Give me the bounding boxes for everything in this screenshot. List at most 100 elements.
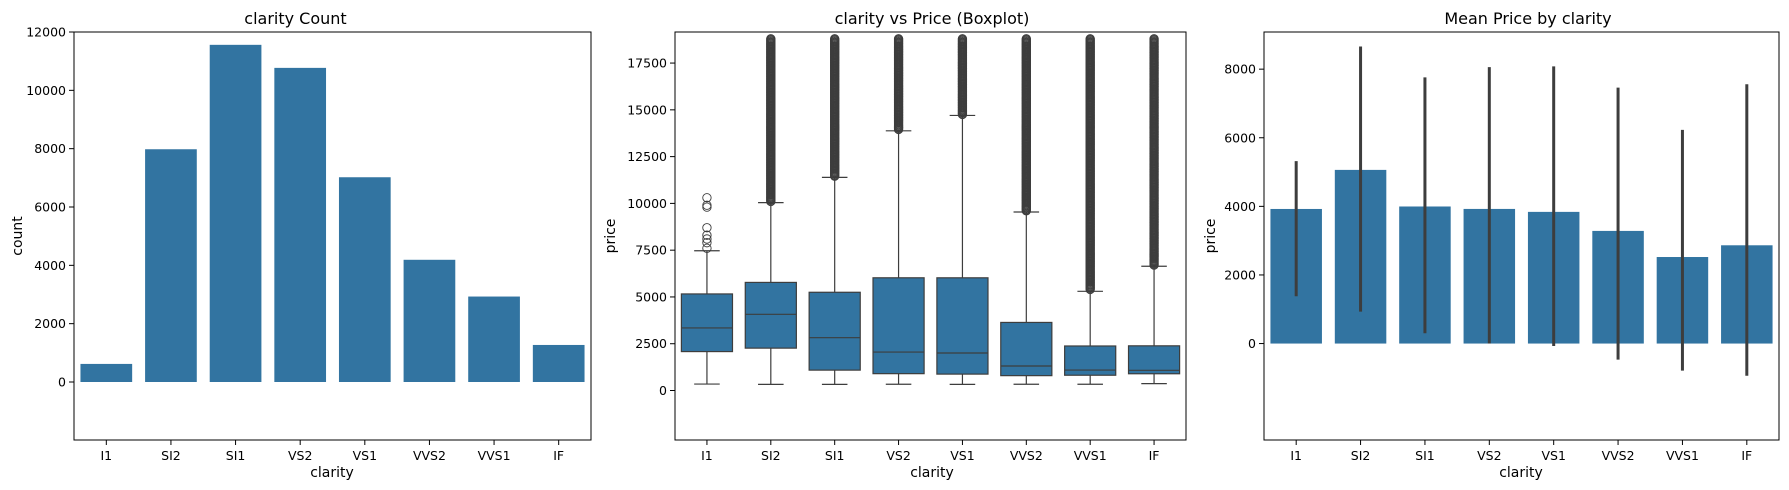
x-tick-label: VS2 bbox=[1477, 448, 1501, 463]
chart-title: clarity vs Price (Boxplot) bbox=[835, 9, 1030, 28]
x-tick-label: IF bbox=[553, 448, 564, 463]
x-tick-label: VS2 bbox=[886, 448, 910, 463]
outlier-point bbox=[1021, 34, 1031, 44]
bar bbox=[338, 177, 391, 382]
box bbox=[1127, 345, 1181, 375]
y-tick-label: 17500 bbox=[627, 56, 667, 71]
y-tick-label: 2500 bbox=[635, 336, 667, 351]
box bbox=[872, 277, 925, 375]
outlier-point bbox=[702, 200, 712, 210]
y-tick-label: 8000 bbox=[1224, 62, 1256, 77]
box bbox=[808, 291, 861, 371]
x-tick-label: VVS2 bbox=[1010, 448, 1043, 463]
y-tick-label: 0 bbox=[1248, 336, 1256, 351]
y-tick-label: 4000 bbox=[1224, 199, 1256, 214]
boxes-layer bbox=[680, 34, 1181, 386]
x-tick-label: SI2 bbox=[761, 448, 781, 463]
bar bbox=[403, 259, 456, 382]
x-ticks: I1 SI2 SI1 VS2 VS1 VVS2 VVS1 IF bbox=[1290, 440, 1752, 463]
outlier-point bbox=[1149, 34, 1159, 44]
x-tick-label: SI2 bbox=[1351, 448, 1371, 463]
plot-frame bbox=[73, 31, 592, 441]
outlier-point bbox=[830, 34, 840, 44]
x-ticks: I1 SI2 SI1 VS2 VS1 VVS2 VVS1 IF bbox=[701, 440, 1160, 463]
y-tick-label: 8000 bbox=[34, 141, 66, 156]
chart-title: clarity Count bbox=[244, 9, 346, 28]
y-axis-label: count bbox=[10, 216, 26, 256]
y-tick-label: 5000 bbox=[635, 289, 667, 304]
x-tick-label: VS2 bbox=[288, 448, 312, 463]
bar bbox=[274, 67, 327, 382]
x-tick-label: IF bbox=[1741, 448, 1752, 463]
plot-frame bbox=[674, 31, 1187, 441]
x-axis-label: clarity bbox=[310, 465, 354, 481]
y-tick-label: 12500 bbox=[627, 149, 667, 164]
outlier-point bbox=[766, 34, 776, 44]
x-tick-label: VS1 bbox=[950, 448, 974, 463]
bar bbox=[209, 44, 262, 382]
outlier-point bbox=[957, 34, 968, 44]
y-tick-label: 0 bbox=[58, 375, 66, 390]
box bbox=[744, 281, 797, 349]
x-tick-label: VVS2 bbox=[413, 448, 446, 463]
x-axis-label: clarity bbox=[910, 465, 954, 481]
bar bbox=[532, 344, 585, 382]
y-ticks: 0 2000 4000 6000 8000 10000 12000 bbox=[26, 25, 74, 390]
box bbox=[1064, 345, 1117, 376]
panel-clarity-count: clarity Count 0 2000 4000 6000 8000 10000 1200… bbox=[10, 9, 592, 481]
y-tick-label: 6000 bbox=[1224, 130, 1256, 145]
x-tick-label: VVS1 bbox=[1074, 448, 1107, 463]
y-tick-label: 2000 bbox=[1224, 267, 1256, 282]
y-tick-label: 7500 bbox=[635, 243, 667, 258]
bar bbox=[80, 363, 133, 382]
outlier-point bbox=[702, 223, 712, 233]
x-tick-label: VVS1 bbox=[478, 448, 511, 463]
x-axis-label: clarity bbox=[1499, 465, 1543, 481]
outlier-point bbox=[702, 234, 712, 244]
y-tick-label: 10000 bbox=[26, 83, 66, 98]
y-tick-label: 6000 bbox=[34, 200, 66, 215]
y-tick-label: 0 bbox=[659, 383, 667, 398]
x-tick-label: SI1 bbox=[1415, 448, 1435, 463]
y-tick-label: 4000 bbox=[34, 258, 66, 273]
x-tick-label: VVS2 bbox=[1602, 448, 1635, 463]
y-axis-label: price bbox=[1203, 219, 1219, 254]
y-ticks: 0 2000 4000 6000 8000 bbox=[1224, 62, 1264, 351]
x-tick-label: VVS1 bbox=[1666, 448, 1699, 463]
y-tick-label: 2000 bbox=[34, 316, 66, 331]
x-tick-label: I1 bbox=[100, 448, 112, 463]
outlier-point bbox=[702, 202, 712, 212]
y-axis-label: price bbox=[603, 219, 619, 254]
box bbox=[680, 293, 734, 353]
x-tick-label: I1 bbox=[701, 448, 713, 463]
outlier-point bbox=[893, 34, 904, 44]
outlier-point bbox=[702, 238, 712, 248]
panel-mean-price: Mean Price by clarity 02000400060008000 … bbox=[1203, 9, 1780, 481]
x-tick-label: SI2 bbox=[161, 448, 181, 463]
x-tick-label: SI1 bbox=[825, 448, 845, 463]
bars-layer bbox=[1270, 46, 1773, 376]
chart-title: Mean Price by clarity bbox=[1444, 9, 1611, 28]
bars-layer bbox=[80, 44, 585, 382]
x-tick-label: VS1 bbox=[353, 448, 377, 463]
y-tick-label: 10000 bbox=[627, 196, 667, 211]
x-tick-label: I1 bbox=[1290, 448, 1302, 463]
x-ticks: I1 SI2 SI1 VS2 VS1 VVS2 VVS1 IF bbox=[100, 440, 564, 463]
x-tick-label: VS1 bbox=[1541, 448, 1565, 463]
outlier-point bbox=[702, 243, 712, 253]
box bbox=[1000, 321, 1053, 377]
plot-frame bbox=[1263, 31, 1780, 441]
box bbox=[936, 277, 989, 375]
panel-clarity-boxplot: clarity vs Price (Boxplot) 0 2500 5000 7500… bbox=[603, 9, 1187, 481]
bar bbox=[468, 296, 520, 382]
x-tick-label: IF bbox=[1149, 448, 1160, 463]
y-tick-label: 12000 bbox=[26, 25, 66, 40]
x-tick-label: SI1 bbox=[226, 448, 246, 463]
outlier-point bbox=[702, 230, 712, 240]
y-tick-label: 15000 bbox=[627, 102, 667, 117]
y-ticks: 0 2500 5000 7500 10000 12500 15000 17500 bbox=[627, 56, 675, 398]
outlier-point bbox=[702, 193, 712, 203]
outlier-point bbox=[1085, 34, 1095, 44]
bar bbox=[145, 149, 197, 382]
